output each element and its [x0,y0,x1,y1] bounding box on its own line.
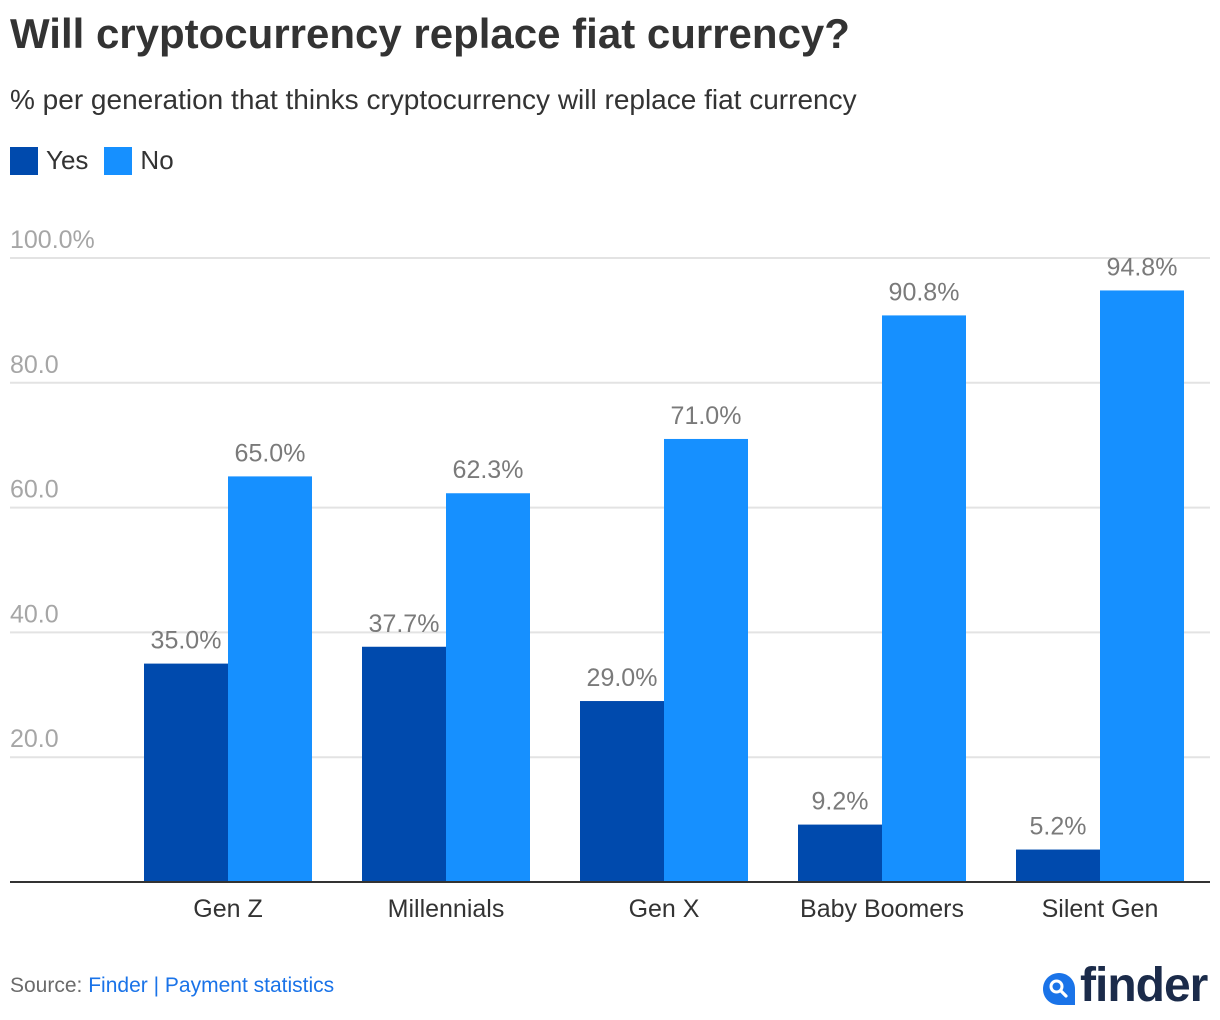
data-label: 65.0% [235,439,306,467]
x-tick-label: Silent Gen [1042,895,1159,923]
bar-no [446,493,530,882]
y-tick-label: 20.0 [10,725,59,753]
y-tick-label: 80.0 [10,351,59,379]
search-icon [1043,973,1075,1005]
source-footer: Source: Finder | Payment statistics [10,974,334,998]
y-tick-label: 40.0 [10,600,59,628]
x-tick-label: Baby Boomers [800,895,964,923]
data-label: 35.0% [151,627,222,655]
legend-swatch-yes [10,146,38,175]
data-label: 62.3% [453,456,524,484]
bar-no [228,476,312,882]
bar-yes [362,646,446,882]
x-tick-label: Gen X [629,895,700,923]
data-label: 94.8% [1107,253,1178,281]
logo-text: finder [1080,959,1208,1012]
source-separator: | [153,974,160,997]
data-label: 90.8% [889,278,960,306]
source-prefix: Source: [10,974,83,997]
legend-item-no[interactable]: No [104,145,174,176]
data-label: 37.7% [369,610,440,638]
x-tick-label: Gen Z [193,895,262,923]
finder-logo[interactable]: finder [1042,959,1208,1012]
bar-yes [144,663,228,882]
data-label: 29.0% [587,664,658,692]
legend: Yes No [10,145,190,176]
source-link-payment-statistics[interactable]: Payment statistics [164,974,335,997]
y-tick-label: 60.0 [10,476,59,504]
x-tick-label: Millennials [388,895,505,923]
chart-subtitle: % per generation that thinks cryptocurre… [10,84,857,115]
bar-yes [580,701,664,882]
bar-no [1100,290,1184,882]
legend-swatch-no [104,146,133,175]
bar-yes [798,824,882,882]
bar-no [882,315,966,883]
y-tick-label: 100.0% [10,226,95,254]
legend-item-yes[interactable]: Yes [10,145,88,176]
data-label: 5.2% [1030,813,1087,841]
bar-yes [1016,849,1100,882]
bar-no [664,438,748,882]
chart-title: Will cryptocurrency replace fiat currenc… [10,10,850,57]
data-label: 71.0% [671,402,742,430]
source-link-finder[interactable]: Finder [88,974,148,997]
legend-label-yes: Yes [46,145,89,175]
data-label: 9.2% [812,788,869,816]
legend-label-no: No [140,145,174,175]
